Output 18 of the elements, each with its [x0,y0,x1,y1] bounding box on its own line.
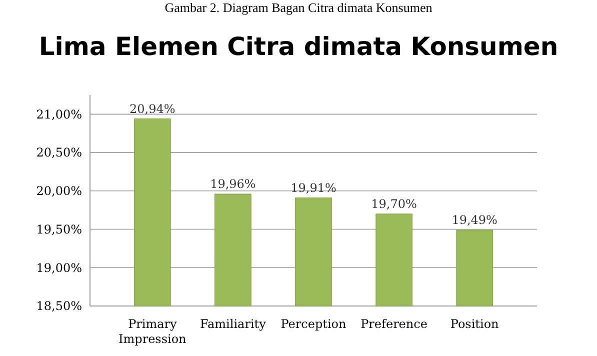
x-tick-label: Position [450,317,500,331]
y-tick-label: 19,50% [36,222,82,236]
data-label: 19,91% [290,180,336,195]
x-tick-label: Primary Impression [118,317,187,346]
y-tick-label: 18,50% [36,299,82,314]
y-tick-label: 19,00% [36,260,82,275]
x-tick-label: Preference [360,317,428,331]
data-label: 20,94% [130,102,176,116]
x-tick-label: Familiarity [200,317,266,331]
data-label: 19,96% [210,176,256,191]
x-tick-label: Perception [280,317,347,331]
chart-title: Lima Elemen Citra dimata Konsumen [38,32,558,61]
y-tick-label: 21,00% [36,107,82,122]
text: Gambar 2. Diagram Bagan Citra dimata Konsumen [164,0,433,15]
data-label: 19,70% [371,196,417,211]
y-tick-label: 20,50% [36,146,82,160]
data-label: 19,49% [452,213,498,228]
y-tick-label: 20,00% [36,184,82,198]
